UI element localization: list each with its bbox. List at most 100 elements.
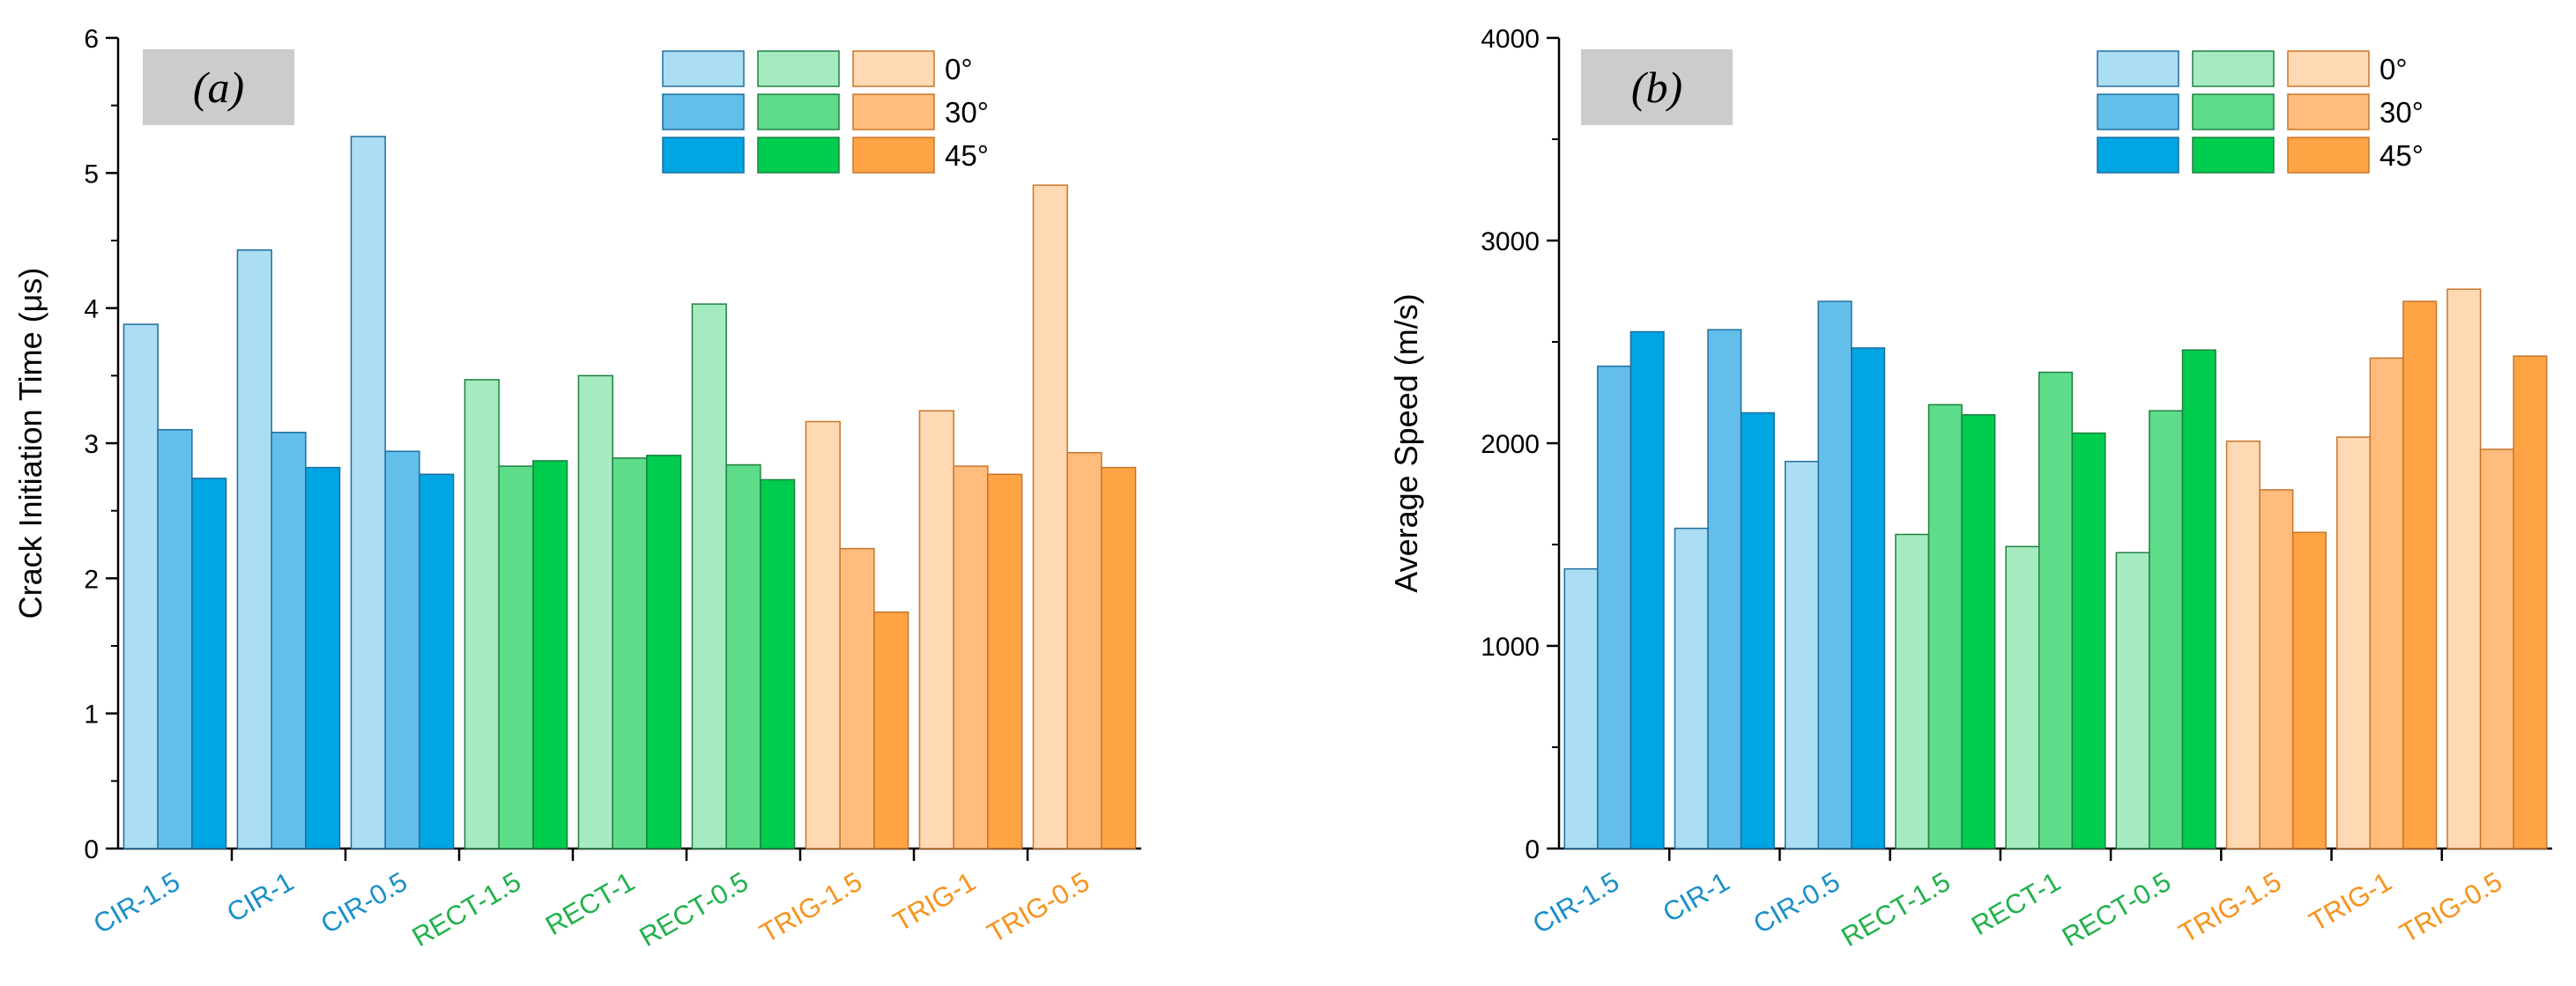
x-category-label: TRIG-1.5 [754, 866, 867, 949]
bar-rect-15-series-0 [464, 379, 500, 849]
bar-trig-15-series-1 [839, 547, 875, 849]
x-category-label: CIR-1 [221, 866, 299, 929]
legend-swatch [2192, 93, 2275, 130]
x-category-label: RECT-1.5 [407, 866, 526, 953]
legend-label: 30° [945, 96, 989, 129]
bar-trig-15-series-2 [873, 611, 909, 849]
x-category-label: CIR-1 [1658, 866, 1735, 929]
bar-cir-05-series-1 [1817, 300, 1852, 849]
x-category-label: RECT-0.5 [2057, 866, 2176, 953]
bar-cir-05-series-1 [384, 450, 420, 849]
bar-rect-15-series-1 [1927, 404, 1963, 849]
legend-swatch [2192, 50, 2275, 87]
bar-rect-15-series-2 [532, 460, 568, 849]
bar-trig-1-series-1 [2369, 357, 2404, 849]
x-category-label: RECT-1 [540, 866, 640, 941]
legend-swatch [2097, 93, 2179, 130]
bar-rect-05-series-2 [2181, 349, 2216, 849]
bar-trig-05-series-2 [2513, 355, 2548, 849]
x-category-label: RECT-0.5 [635, 866, 753, 953]
bar-trig-15-series-2 [2291, 531, 2327, 849]
y-axis-title: Crack Initiation Time (μs) [12, 268, 48, 619]
bar-cir-15-series-1 [1597, 365, 1632, 849]
legend-label: 0° [2379, 53, 2408, 85]
bar-rect-05-series-0 [691, 303, 727, 849]
legend-swatch [2097, 137, 2179, 174]
y-tick-label: 0 [1525, 835, 1540, 864]
panel-label: (a) [193, 63, 244, 112]
y-tick-label: 2 [84, 565, 99, 594]
panel-label: (b) [1631, 63, 1682, 112]
legend-swatch [757, 137, 840, 174]
bar-rect-1-series-2 [646, 455, 682, 849]
bar-rect-1-series-0 [2005, 545, 2040, 849]
bar-cir-1-series-1 [1707, 329, 1742, 849]
y-tick-label: 3000 [1481, 227, 1540, 256]
bar-cir-15-series-1 [157, 428, 193, 849]
bar-trig-05-series-0 [1032, 184, 1068, 849]
bar-rect-05-series-2 [760, 478, 796, 849]
x-category-label: TRIG-1.5 [2174, 866, 2287, 949]
y-tick-label: 0 [84, 835, 99, 864]
bar-cir-15-series-2 [191, 478, 227, 849]
y-tick-label: 1 [84, 701, 99, 730]
bar-trig-15-series-1 [2259, 489, 2294, 849]
y-tick-label: 1000 [1481, 633, 1540, 662]
bar-rect-15-series-2 [1961, 414, 1996, 849]
legend-swatch [852, 50, 935, 87]
legend-swatch [2287, 50, 2370, 87]
x-category-label: CIR-1.5 [1527, 866, 1624, 940]
bar-rect-1-series-2 [2071, 432, 2106, 849]
x-category-label: TRIG-1 [887, 866, 981, 938]
bar-rect-15-series-0 [1895, 533, 1930, 849]
bar-cir-1-series-0 [1674, 527, 1709, 849]
y-tick-label: 5 [84, 159, 99, 189]
legend-swatch [757, 93, 840, 130]
legend-label: 0° [945, 53, 973, 85]
panel-label-box [143, 49, 294, 125]
x-category-label: CIR-0.5 [316, 866, 412, 940]
x-category-label: RECT-1 [1966, 866, 2066, 941]
legend-swatch [2287, 137, 2370, 174]
bar-cir-1-series-2 [305, 466, 341, 849]
bar-cir-05-series-0 [1784, 460, 1820, 849]
bar-trig-1-series-0 [918, 410, 954, 849]
bar-trig-1-series-2 [987, 473, 1023, 849]
y-tick-label: 4000 [1481, 25, 1540, 54]
bar-cir-05-series-0 [350, 136, 386, 849]
legend-swatch [852, 93, 935, 130]
legend-swatch [852, 137, 935, 174]
bar-cir-1-series-2 [1740, 411, 1775, 849]
bar-trig-05-series-2 [1101, 466, 1137, 849]
y-axis-title: Average Speed (m/s) [1388, 293, 1424, 593]
legend-swatch [662, 137, 745, 174]
bar-cir-15-series-0 [122, 323, 159, 849]
bar-trig-05-series-1 [1066, 451, 1102, 849]
legend-swatch [662, 93, 745, 130]
bar-rect-05-series-1 [725, 463, 761, 849]
bar-trig-05-series-0 [2446, 288, 2482, 849]
y-tick-label: 3 [84, 430, 99, 459]
bar-cir-1-series-0 [236, 248, 272, 849]
bar-trig-15-series-0 [805, 420, 841, 849]
y-tick-label: 6 [84, 25, 99, 54]
legend-label: 45° [945, 139, 989, 172]
legend-swatch [2097, 50, 2179, 87]
bar-rect-1-series-1 [612, 457, 648, 849]
bar-trig-1-series-1 [953, 465, 989, 849]
bar-trig-15-series-0 [2225, 440, 2260, 849]
legend-swatch [757, 50, 840, 87]
bar-cir-15-series-0 [1563, 567, 1599, 849]
x-category-label: TRIG-0.5 [982, 866, 1095, 949]
bar-trig-05-series-1 [2479, 449, 2514, 849]
panel-a: 0 1 2 3 4 5 6 Crack Initiation Time (μs) CIR-1.5… [12, 25, 1141, 953]
bar-trig-1-series-2 [2402, 300, 2438, 849]
x-category-label: TRIG-0.5 [2394, 866, 2507, 949]
legend-swatch [2287, 93, 2370, 130]
bar-rect-1-series-1 [2038, 371, 2074, 849]
x-category-label: CIR-1.5 [88, 866, 185, 940]
bar-cir-05-series-2 [419, 473, 455, 849]
x-category-label: CIR-0.5 [1748, 866, 1845, 940]
legend-label: 45° [2379, 139, 2424, 172]
bar-trig-1-series-0 [2336, 436, 2372, 849]
